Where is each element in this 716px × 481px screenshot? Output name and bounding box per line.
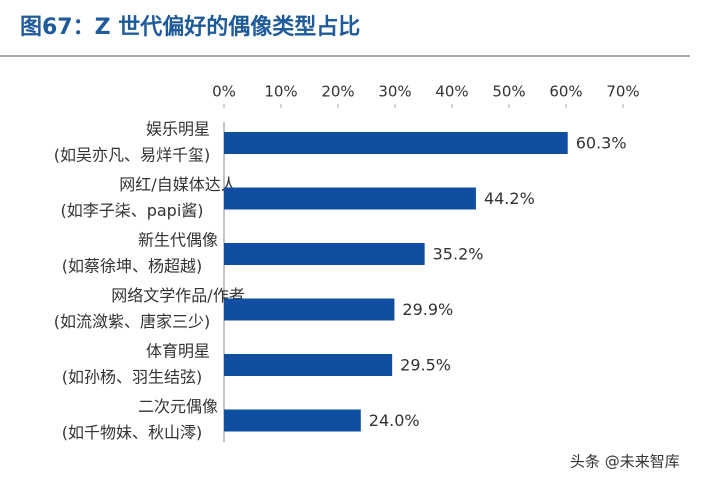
- bar: [224, 243, 425, 265]
- x-tick-label: 0%: [212, 83, 236, 101]
- value-label: 35.2%: [433, 245, 484, 264]
- x-tick-label: 30%: [378, 83, 411, 101]
- value-label: 24.0%: [369, 411, 420, 430]
- category-label: 娱乐明星: [146, 120, 210, 139]
- bar: [224, 132, 568, 154]
- category-note: (如流潋紫、唐家三少): [54, 312, 211, 331]
- x-tick-label: 20%: [321, 83, 354, 101]
- bar: [224, 187, 476, 210]
- bar: [224, 409, 361, 432]
- category-label: 二次元偶像: [138, 397, 218, 416]
- category-label: 网红/自媒体达人: [119, 175, 236, 194]
- category-note: (如蔡徐坤、杨超越): [62, 257, 203, 276]
- category-note: (如孙杨、羽生结弦): [62, 368, 203, 387]
- x-tick-label: 50%: [492, 83, 525, 101]
- watermark: 头条 @未来智库: [570, 453, 680, 471]
- chart-title: 图67：Z 世代偏好的偶像类型占比: [20, 14, 360, 40]
- x-tick-label: 60%: [549, 83, 582, 101]
- x-tick-label: 10%: [264, 83, 297, 101]
- value-label: 29.5%: [400, 356, 451, 375]
- category-label: 网络文学作品/作者: [111, 286, 244, 305]
- bar: [224, 354, 393, 376]
- bar: [224, 298, 395, 321]
- value-label: 44.2%: [484, 189, 535, 208]
- x-tick-label: 40%: [435, 83, 468, 101]
- category-note: (如千物妹、秋山澪): [62, 423, 203, 442]
- category-label: 新生代偶像: [138, 231, 218, 250]
- category-note: (如吴亦凡、易烊千玺): [54, 146, 211, 165]
- x-tick-label: 70%: [606, 83, 639, 101]
- category-label: 体育明星: [146, 342, 210, 361]
- category-note: (如李子柒、papi酱): [60, 201, 203, 220]
- value-label: 60.3%: [576, 134, 627, 153]
- value-label: 29.9%: [402, 300, 453, 319]
